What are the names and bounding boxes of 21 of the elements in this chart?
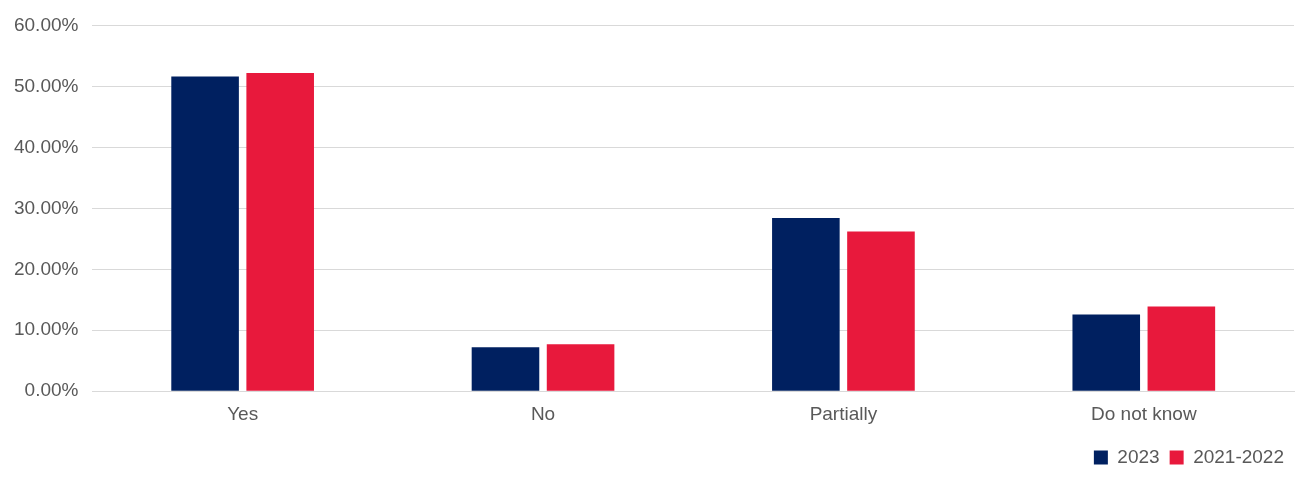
bar xyxy=(246,72,314,391)
y-tick-label: 10.00% xyxy=(13,318,79,340)
bar xyxy=(171,76,239,391)
legend-label: 2021-2022 xyxy=(1193,445,1285,467)
y-tick-label: 20.00% xyxy=(13,257,79,279)
y-tick-label: 30.00% xyxy=(13,196,79,218)
y-tick-label: 0.00% xyxy=(24,379,79,401)
x-tick-label: Partially xyxy=(809,402,878,424)
bar xyxy=(772,218,840,391)
legend-label: 2023 xyxy=(1117,445,1160,467)
bar xyxy=(1147,306,1216,391)
y-tick-label: 40.00% xyxy=(13,135,79,157)
bar xyxy=(546,344,615,391)
bar xyxy=(471,347,540,391)
y-tick-label: 60.00% xyxy=(13,13,79,35)
x-tick-label: Yes xyxy=(227,402,259,424)
x-tick-label: Do not know xyxy=(1090,402,1197,424)
y-tick-label: 50.00% xyxy=(13,74,79,96)
x-tick-label: No xyxy=(530,402,556,424)
bar xyxy=(1072,314,1141,391)
bar xyxy=(847,231,915,391)
